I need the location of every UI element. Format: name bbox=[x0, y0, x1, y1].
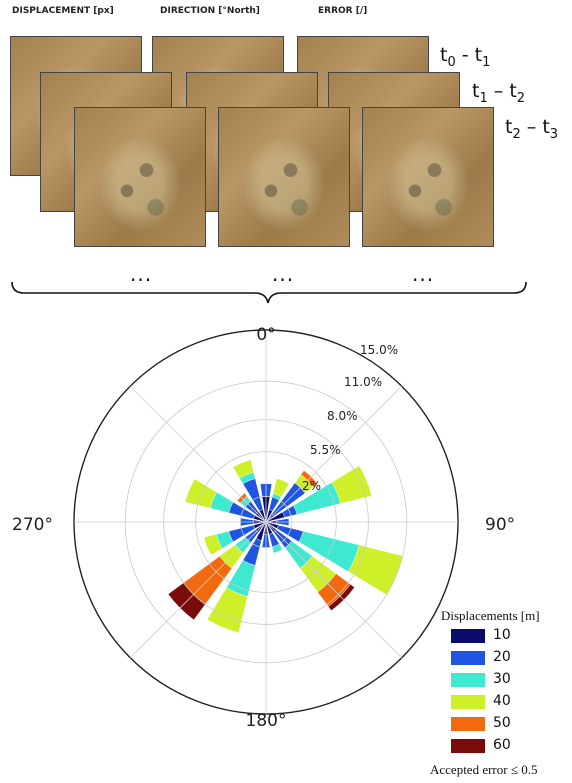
map-tile-displacement-t2 bbox=[74, 107, 206, 247]
ring-label-15: 15.0% bbox=[360, 343, 398, 357]
legend-item: 30 bbox=[441, 668, 569, 690]
rose-bar-segment bbox=[232, 459, 254, 479]
ring-label-11: 11.0% bbox=[344, 375, 382, 389]
rose-bar-segment bbox=[206, 587, 248, 633]
legend-swatch bbox=[451, 651, 485, 665]
legend-label: 40 bbox=[493, 693, 511, 709]
legend-swatch bbox=[451, 717, 485, 731]
accepted-error-note: Accepted error ≤ 0.5 bbox=[430, 762, 538, 777]
rose-bar-segment bbox=[331, 465, 372, 504]
ellipsis-2: ... bbox=[272, 262, 295, 286]
rose-spoke bbox=[265, 385, 403, 523]
legend-swatch bbox=[451, 629, 485, 643]
ellipsis-1: ... bbox=[130, 262, 153, 286]
rose-spoke bbox=[129, 521, 267, 659]
ring-label-2: 2% bbox=[302, 479, 321, 493]
legend-item: 60 bbox=[441, 734, 569, 756]
ring-label-8: 8.0% bbox=[327, 409, 358, 423]
map-tile-error-t2 bbox=[362, 107, 494, 247]
legend-item: 10 bbox=[441, 624, 569, 646]
legend-label: 10 bbox=[493, 627, 511, 643]
map-tile-direction-t2 bbox=[218, 107, 350, 247]
legend-label: 20 bbox=[493, 649, 511, 665]
legend-label: 50 bbox=[493, 715, 511, 731]
legend-label: 60 bbox=[493, 737, 511, 753]
legend: Displacements [m] 10 20 30 40 50 60 bbox=[441, 608, 569, 756]
time-label-1: t1 – t2 bbox=[472, 80, 526, 106]
rose-bar-segment bbox=[203, 534, 223, 556]
rose-grid bbox=[73, 329, 459, 715]
rose-chart: 0° 90° 180° 270° 2% 5.5% 8.0% 11.0% 15.0… bbox=[12, 325, 515, 731]
brace-svg bbox=[11, 281, 527, 304]
compass-east: 90° bbox=[485, 515, 515, 535]
compass-south: 180° bbox=[246, 711, 287, 731]
legend-item: 20 bbox=[441, 646, 569, 668]
legend-label: 30 bbox=[493, 671, 511, 687]
legend-item: 50 bbox=[441, 712, 569, 734]
legend-swatch bbox=[451, 695, 485, 709]
rose-bar-segment bbox=[184, 478, 217, 509]
curly-brace bbox=[11, 281, 527, 304]
legend-item: 40 bbox=[441, 690, 569, 712]
legend-swatch bbox=[451, 739, 485, 753]
header-error: ERROR [/] bbox=[318, 6, 368, 16]
rose-spoke bbox=[265, 521, 403, 659]
legend-title: Displacements [m] bbox=[441, 608, 540, 623]
time-label-2: t2 – t3 bbox=[505, 116, 559, 142]
ellipsis-3: ... bbox=[412, 262, 435, 286]
time-label-0: t0 - t1 bbox=[440, 44, 491, 70]
compass-north: 0° bbox=[256, 325, 275, 345]
rose-bar-segment bbox=[272, 478, 290, 498]
header-displacement: DISPLACEMENT [px] bbox=[12, 6, 114, 16]
compass-west: 270° bbox=[12, 515, 53, 535]
header-direction: DIRECTION [°North] bbox=[160, 6, 260, 16]
rose-spoke bbox=[129, 385, 267, 523]
ring-label-5-5: 5.5% bbox=[310, 443, 341, 457]
legend-swatch bbox=[451, 673, 485, 687]
